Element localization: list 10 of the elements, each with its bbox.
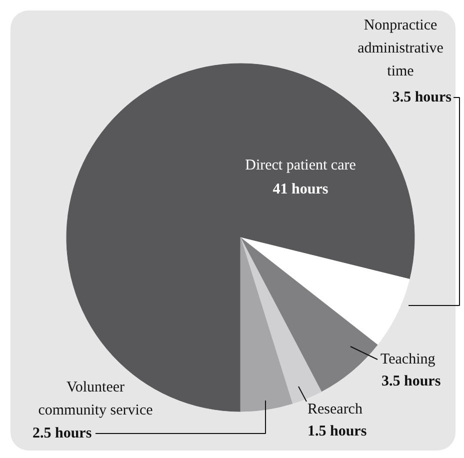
data-label: 1.5 hours — [308, 424, 367, 440]
slice-label: Direct patient care — [245, 158, 356, 174]
data-label: 3.5 hours — [382, 374, 441, 390]
slice-label: Nonpractice administrative time — [358, 18, 444, 80]
data-label: 3.5 hours — [392, 90, 452, 106]
slice-label: Volunteer community service — [38, 380, 154, 418]
data-label: 2.5 hours — [32, 426, 92, 442]
slice-label: Research — [308, 402, 363, 418]
slice-label: Teaching — [380, 352, 436, 368]
data-label: 41 hours — [272, 182, 328, 198]
